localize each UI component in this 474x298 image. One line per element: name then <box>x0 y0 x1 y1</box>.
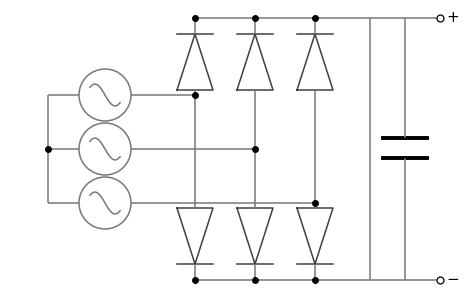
Text: +: + <box>446 10 459 26</box>
Text: −: − <box>446 272 459 288</box>
